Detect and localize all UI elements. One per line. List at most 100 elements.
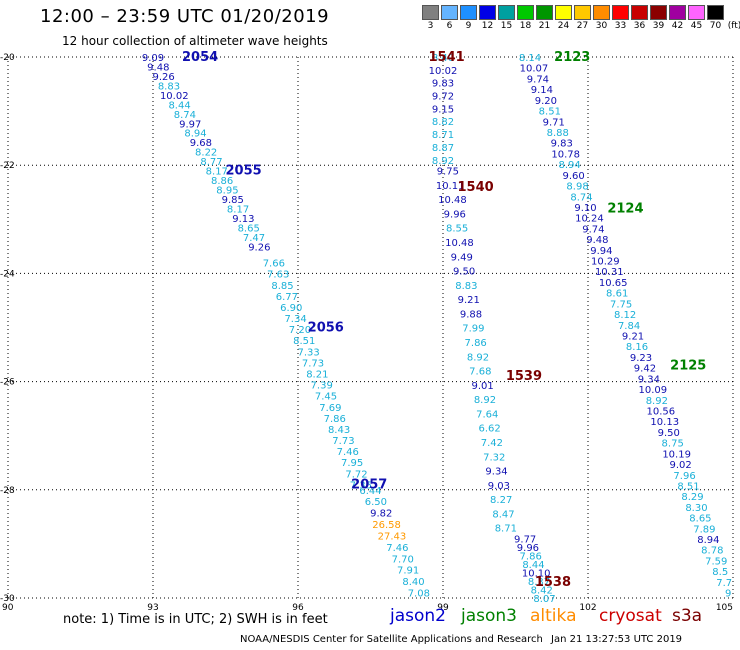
orbit-number: 1538 xyxy=(535,575,571,590)
wave-height-value: 8.65 xyxy=(689,514,711,525)
wave-height-value: 9.20 xyxy=(535,96,557,107)
satellite-tracks: 9.099.489.268.8310.028.448.749.978.949.6… xyxy=(142,53,732,605)
wave-height-value: 10.13 xyxy=(650,417,679,428)
wave-height-value: 7.46 xyxy=(337,447,359,458)
wave-height-value: 8.22 xyxy=(195,148,217,159)
wave-height-value: 7.20 xyxy=(289,325,311,336)
lat-label: -30 xyxy=(0,594,15,604)
wave-height-value: 8.40 xyxy=(432,53,454,64)
wave-height-value: 8.40 xyxy=(402,577,424,588)
lon-label: 105 xyxy=(716,603,733,613)
wave-height-value: 9.50 xyxy=(658,428,680,439)
orbit-number: 2055 xyxy=(226,164,262,179)
colorbar-swatch xyxy=(593,5,610,20)
wave-height-value: 9.85 xyxy=(222,195,244,206)
wave-height-value: 10.24 xyxy=(575,214,604,225)
wave-height-value: 8.44 xyxy=(168,100,190,111)
colorbar-swatch xyxy=(669,5,686,20)
wave-height-value: 10.02 xyxy=(429,66,458,77)
wave-height-value: 6.50 xyxy=(365,497,387,508)
wave-height-value: 9.26 xyxy=(248,242,270,253)
wave-height-value: 9.97 xyxy=(179,119,201,130)
colorbar-swatch xyxy=(536,5,553,20)
legend-jason3: jason3 xyxy=(461,606,517,626)
wave-height-value: 7.86 xyxy=(465,338,487,349)
wave-height-value: 7.08 xyxy=(408,589,430,600)
legend-cryosat: cryosat xyxy=(599,606,662,626)
wave-height-value: 9.77 xyxy=(514,534,536,545)
wave-height-value: 7.63 xyxy=(267,270,289,281)
wave-height-value: 27.43 xyxy=(378,531,407,542)
wave-height-value: 9.14 xyxy=(531,85,553,96)
legend-s3a: s3a xyxy=(672,606,703,626)
legend-altika: altika xyxy=(530,606,577,626)
wave-height-value: 8.44 xyxy=(522,560,544,571)
colorbar-label: 70 xyxy=(709,21,722,31)
wave-height-value: 8.94 xyxy=(697,535,719,546)
wave-height-value: 9.23 xyxy=(630,353,652,364)
wave-height-value: 9.68 xyxy=(190,138,212,149)
wave-height-value: 10.31 xyxy=(595,267,624,278)
wave-height-value: 7.95 xyxy=(341,458,363,469)
wave-height-value: 9.88 xyxy=(460,309,482,320)
colorbar-swatch xyxy=(688,5,705,20)
colorbar-swatch xyxy=(612,5,629,20)
lon-label: 102 xyxy=(579,603,596,613)
wave-height-value: 9.03 xyxy=(488,481,510,492)
footer-note: note: 1) Time is in UTC; 2) SWH is in fe… xyxy=(63,612,328,627)
wave-height-value: 9.15 xyxy=(432,104,454,115)
wave-height-value: 7.86 xyxy=(520,551,542,562)
wave-height-value: 9.34 xyxy=(638,374,660,385)
wave-height-value: 9.13 xyxy=(232,214,254,225)
wave-height-value: 8.43 xyxy=(328,425,350,436)
wave-height-value: 8.92 xyxy=(432,156,454,167)
wave-height-value: 7.84 xyxy=(618,321,640,332)
orbit-number: 2057 xyxy=(351,477,387,492)
wave-height-value: 8.74 xyxy=(570,192,592,203)
wave-height-value: 9.10 xyxy=(574,203,596,214)
colorbar-label: 24 xyxy=(557,21,570,31)
wave-height-value: 10.56 xyxy=(646,406,675,417)
lat-label: -24 xyxy=(0,269,15,279)
wave-height-value: 7.45 xyxy=(315,392,337,403)
wave-height-value: 8.12 xyxy=(614,310,636,321)
wave-height-value: 7.35 xyxy=(350,480,372,491)
wave-height-value: 9.94 xyxy=(590,246,612,257)
wave-height-value: 9.74 xyxy=(582,224,604,235)
lon-label: 93 xyxy=(147,603,158,613)
track-middle-b: 9.75 10.11 10.48 9.96 8.55 10.48 9.49 9.50 8.83 9… xyxy=(436,167,517,535)
wave-height-value: 7.46 xyxy=(386,543,408,554)
wave-height-value: 10.09 xyxy=(639,385,668,396)
wave-height-value: 7.96 xyxy=(673,471,695,482)
wave-height-value: 9.42 xyxy=(634,364,656,375)
wave-height-value: 8.94 xyxy=(559,160,581,171)
wave-height-value: 8.21 xyxy=(306,369,328,380)
wave-height-value: 8.51 xyxy=(677,481,699,492)
wave-height-value: 9.83 xyxy=(551,139,573,150)
wave-height-value: 8.74 xyxy=(174,110,196,121)
orbit-number: 2125 xyxy=(670,358,706,373)
wave-height-value: 8.16 xyxy=(626,342,648,353)
wave-height-value: 8.77 xyxy=(200,157,222,168)
wave-height-value: 8.42 xyxy=(531,585,553,596)
colorbar-swatch xyxy=(441,5,458,20)
wave-height-value: 9.96 xyxy=(517,543,539,554)
colorbar-label: 39 xyxy=(652,21,665,31)
wave-height-value: 8.5 xyxy=(712,567,728,578)
lat-label: -28 xyxy=(0,486,15,496)
wave-height-value: 10.29 xyxy=(591,257,620,268)
track-right: 8.1410.079.749.149.208.519.718.889.8310.… xyxy=(519,53,732,600)
wave-height-value: 8.71 xyxy=(495,524,517,535)
wave-height-value: 6.44 xyxy=(359,486,381,497)
wave-height-value: 9.26 xyxy=(153,72,175,83)
orbit-number: 2056 xyxy=(308,321,344,336)
wave-height-value: 9.34 xyxy=(485,467,507,478)
wave-height-value: 7.39 xyxy=(311,381,333,392)
wave-height-value: 8.83 xyxy=(455,281,477,292)
wave-height-value: 8.82 xyxy=(432,117,454,128)
orbit-number: 2123 xyxy=(554,50,590,65)
colorbar-label: 3 xyxy=(427,21,434,31)
wave-height-value: 10.02 xyxy=(160,91,189,102)
wave-height-value: 8.29 xyxy=(681,492,703,503)
